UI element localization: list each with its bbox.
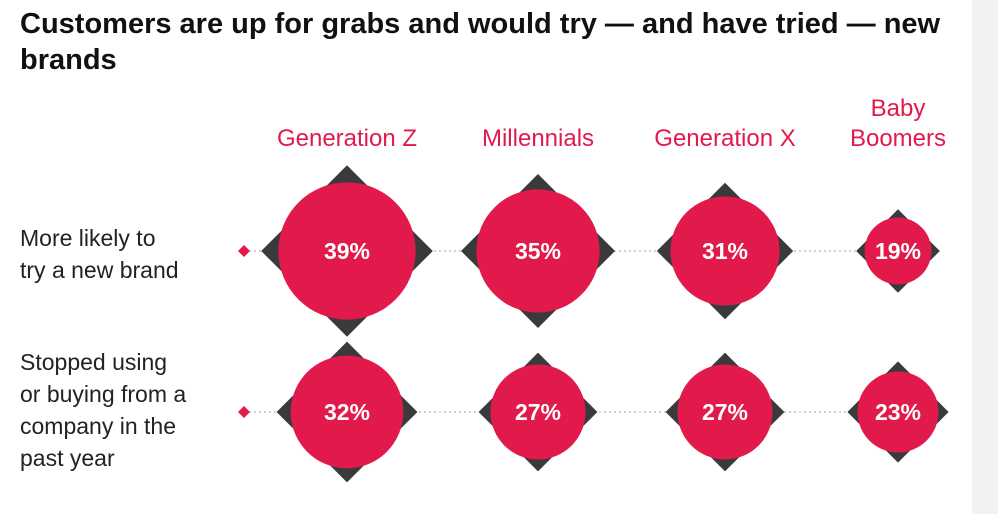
value-circle	[864, 217, 932, 285]
value-circle	[490, 364, 586, 460]
column-header-baby-boomers: Baby Boomers	[850, 94, 946, 154]
value-circle	[670, 196, 780, 306]
column-header-generation-x: Generation X	[654, 125, 796, 152]
column-header-baby-boomers-line2: Boomers	[849, 125, 947, 152]
column-header-generation-z: Generation Z	[276, 125, 418, 152]
chart-title: Customers are up for grabs and would try…	[20, 8, 941, 76]
value-circle	[476, 189, 600, 313]
value-label: 27%	[702, 399, 748, 425]
value-label: 39%	[324, 238, 370, 264]
value-label: 27%	[515, 399, 561, 425]
row-marker-diamond	[238, 245, 250, 257]
right-edge-strip	[972, 0, 998, 514]
value-label: 19%	[875, 238, 921, 264]
value-circle	[290, 355, 404, 469]
value-label: 31%	[702, 238, 748, 264]
row-marker-diamond	[238, 406, 250, 418]
column-header-baby-boomers-line1: Baby	[870, 95, 926, 122]
value-label: 35%	[515, 238, 561, 264]
value-label: 32%	[324, 399, 370, 425]
column-header-millennials: Millennials	[481, 125, 595, 152]
value-circle	[278, 182, 416, 320]
row-label-try-new-brand: More likely to try a new brand	[20, 225, 179, 283]
value-circle	[677, 364, 773, 460]
value-label: 23%	[875, 399, 921, 425]
row-label-stopped-using: Stopped using or buying from a company i…	[20, 349, 187, 471]
value-circle	[857, 371, 939, 453]
